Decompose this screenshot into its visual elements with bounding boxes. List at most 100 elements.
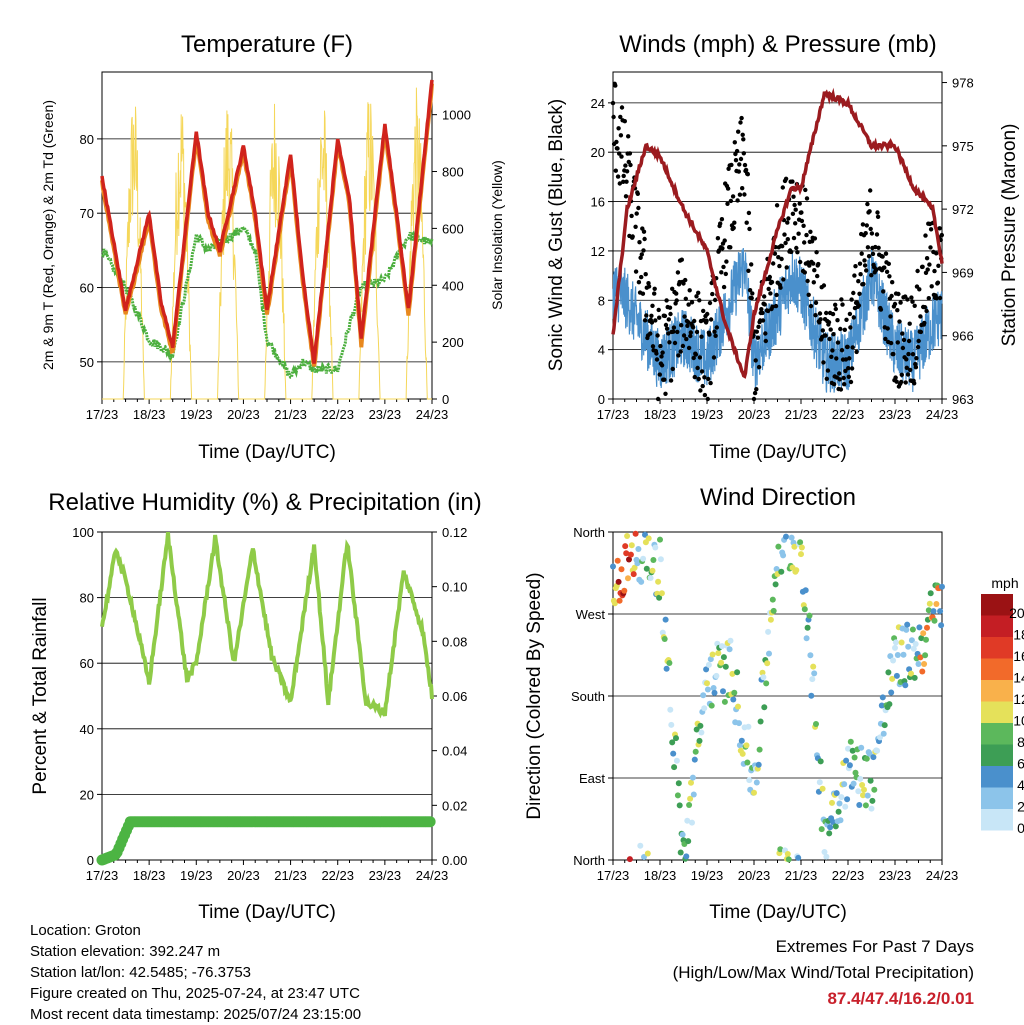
direction-point: [642, 531, 648, 538]
direction-point: [871, 786, 878, 793]
direction-point: [650, 557, 657, 563]
recent-text: Most recent data timestamp: 2025/07/24 2…: [30, 1006, 362, 1023]
winds-xtick-label: 20/23: [738, 407, 771, 422]
winds-y2tick-label: 972: [952, 202, 974, 217]
gust-point: [914, 356, 919, 361]
winds-ytick-label: 24: [591, 96, 605, 111]
gust-point: [780, 244, 785, 249]
gust-point: [782, 232, 787, 237]
gust-point: [664, 298, 669, 303]
gust-point: [779, 256, 784, 262]
gust-point: [736, 129, 741, 134]
direction-point: [922, 652, 929, 659]
gust-point: [618, 114, 623, 120]
colorbar-swatch: [981, 615, 1013, 637]
station-info: Location: Groton Station elevation: 392.…: [30, 920, 361, 1025]
gust-point: [894, 379, 899, 384]
direction-xtick-label: 23/23: [879, 868, 912, 883]
direction-point: [720, 654, 727, 661]
gust-point: [835, 340, 841, 345]
direction-xtick-label: 17/23: [597, 868, 630, 883]
gust-point: [937, 226, 942, 231]
direction-point: [795, 854, 802, 861]
direction-point: [656, 594, 663, 601]
direction-xtick-label: 19/23: [691, 868, 724, 883]
gust-point: [773, 303, 779, 309]
gust-point: [806, 292, 811, 297]
direction-point: [788, 534, 795, 541]
direction-point: [769, 596, 776, 603]
gust-point: [932, 268, 937, 274]
gust-point: [711, 355, 717, 360]
direction-point: [766, 650, 772, 657]
winds-xtick-label: 21/23: [785, 407, 818, 422]
direction-point: [861, 786, 867, 793]
gust-point: [705, 311, 710, 317]
gust-point: [925, 267, 930, 272]
gust-point: [907, 321, 912, 326]
gust-point: [688, 333, 693, 339]
gust-point: [901, 337, 907, 343]
direction-point: [644, 850, 651, 857]
gust-point: [747, 288, 753, 293]
gust-point: [808, 303, 814, 309]
temperature-xtick-label: 19/23: [180, 407, 213, 422]
direction-point: [673, 757, 680, 764]
gust-point: [842, 382, 847, 387]
gust-point: [908, 367, 913, 373]
gust-point: [918, 314, 923, 319]
gust-point: [762, 302, 767, 307]
direction-point: [892, 644, 898, 651]
direction-point: [730, 696, 737, 703]
gust-point: [726, 166, 731, 171]
direction-point: [628, 542, 635, 549]
direction-point: [720, 688, 726, 695]
direction-point: [621, 587, 628, 594]
direction-point: [791, 543, 798, 550]
gust-point: [799, 210, 804, 215]
direction-point: [777, 846, 784, 853]
direction-point: [837, 817, 844, 824]
direction-point: [908, 670, 914, 677]
gust-point: [774, 203, 780, 208]
humidity-y2tick-label: 0.04: [442, 744, 467, 759]
gust-point: [721, 284, 727, 290]
gust-point: [821, 283, 827, 288]
gust-point: [808, 229, 813, 234]
humidity-ytick-label: 0: [87, 853, 94, 868]
gust-point: [874, 267, 879, 272]
gust-point: [904, 357, 909, 362]
gust-point: [791, 194, 796, 199]
direction-point: [900, 651, 907, 658]
direction-point: [658, 590, 665, 597]
created-text: Figure created on Thu, 2025-07-24, at 23…: [30, 985, 360, 1002]
direction-ytick-label: West: [576, 607, 606, 622]
gust-point: [720, 246, 725, 251]
direction-point: [739, 750, 746, 757]
direction-point: [838, 794, 845, 801]
gust-point: [744, 220, 749, 225]
gust-point: [785, 220, 790, 225]
direction-point: [696, 737, 703, 744]
gust-point: [896, 291, 901, 297]
temperature-xtick-label: 21/23: [274, 407, 307, 422]
humidity-xtick-label: 17/23: [86, 868, 119, 883]
gust-point: [698, 388, 703, 393]
gust-point: [771, 261, 776, 266]
gust-point: [653, 318, 658, 323]
gust-point: [852, 273, 857, 278]
direction-point: [867, 777, 874, 784]
gust-point: [649, 313, 654, 318]
direction-point: [908, 637, 915, 644]
extremes-box: Extremes For Past 7 Days (High/Low/Max W…: [673, 934, 974, 1012]
gust-point: [783, 240, 788, 246]
gust-point: [838, 387, 844, 392]
gust-point: [623, 194, 629, 199]
gust-point: [641, 248, 646, 253]
gust-point: [660, 350, 665, 355]
direction-point: [693, 726, 700, 733]
direction-point: [637, 842, 644, 849]
colorbar-label: 16: [1013, 648, 1024, 664]
gust-point: [850, 345, 855, 350]
direction-point: [626, 556, 632, 563]
